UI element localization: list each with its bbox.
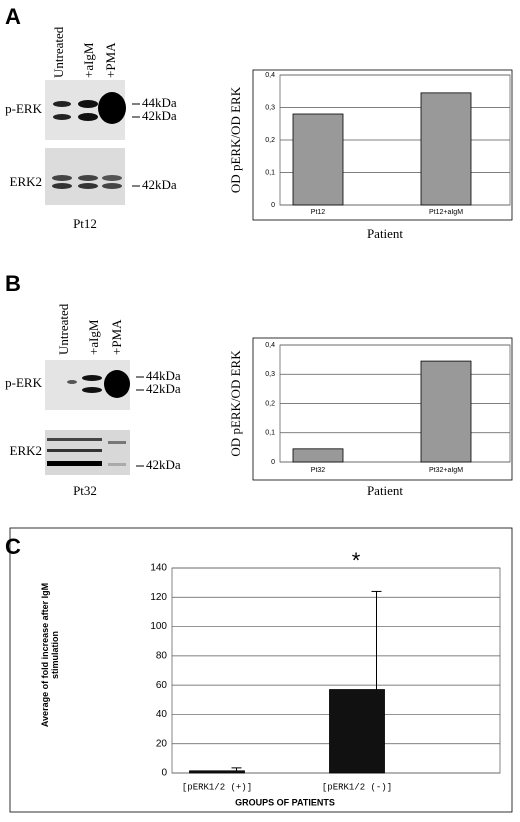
bar (420, 92, 472, 206)
band (104, 370, 130, 398)
marker-label: 44kDa (142, 95, 177, 110)
blot-b (45, 360, 130, 475)
band (52, 175, 72, 181)
band (47, 438, 102, 441)
x-tick-label: Pt12 (311, 209, 326, 216)
bar (189, 770, 245, 774)
x-tick-label: [pERK1/2 (+)] (182, 782, 252, 792)
band (53, 101, 71, 107)
blot-caption: Pt12 (73, 216, 97, 231)
band (82, 375, 102, 381)
x-tick-label: Pt32+aIgM (429, 467, 463, 474)
band (67, 380, 77, 384)
band (108, 441, 126, 444)
bar (420, 360, 472, 463)
band (102, 175, 122, 181)
bar (329, 689, 385, 774)
y-tick-label: 140 (150, 563, 167, 574)
x-tick-label: Pt32 (311, 467, 326, 474)
y-tick-label: 100 (150, 621, 167, 632)
band (78, 113, 98, 121)
lane-label: Untreated (51, 26, 66, 78)
y-tick-label: 0,4 (265, 72, 275, 79)
y-tick-label: 20 (156, 738, 168, 749)
chart: 0 20 40 60 80 100 120 140 [pERK1/2 (+)] [pERK1/2 … (9, 527, 513, 813)
band (52, 183, 72, 189)
y-tick-label: 120 (150, 592, 167, 603)
x-axis-title: Patient (367, 483, 403, 498)
band (78, 100, 98, 108)
annotation: * (352, 548, 361, 573)
bar (292, 448, 344, 463)
y-axis-title: Average of fold increase after IgM stimu… (40, 582, 60, 728)
row-label: p-ERK (5, 101, 42, 116)
y-tick-label: 0 (161, 768, 167, 779)
band (78, 175, 98, 181)
y-axis-title: OD pERK/OD ERK (228, 350, 243, 457)
x-axis-title: GROUPS OF PATIENTS (235, 797, 335, 807)
y-tick-label: 0 (271, 202, 275, 209)
x-axis-title: Patient (367, 226, 403, 241)
lane-label: +aIgM (86, 319, 101, 355)
y-tick-label: 0,2 (265, 400, 275, 407)
x-tick-label: [pERK1/2 (-)] (322, 782, 392, 792)
band (102, 183, 122, 189)
band (82, 387, 102, 393)
band (98, 92, 126, 124)
marker-label: 42kDa (142, 177, 177, 192)
blot-caption: Pt32 (73, 483, 97, 498)
band (78, 183, 98, 189)
row-label: p-ERK (5, 375, 42, 390)
band (47, 461, 102, 466)
x-tick-label: Pt12+aIgM (429, 209, 463, 216)
y-tick-label: 0,1 (265, 169, 275, 176)
plot-area (279, 74, 511, 206)
band (53, 114, 71, 120)
chart: 0 0,1 0,2 0,3 0,4 Pt12 Pt12+aIgM Patient OD pERK… (228, 69, 513, 241)
band (108, 463, 126, 466)
y-tick-label: 0,4 (265, 342, 275, 349)
bar (292, 113, 344, 206)
lane-label: +PMA (109, 319, 124, 355)
marker-label: 42kDa (146, 381, 181, 396)
panel-label: B (5, 271, 21, 296)
y-tick-label: 40 (156, 709, 168, 720)
y-tick-label: 0,1 (265, 430, 275, 437)
marker-label: 44kDa (146, 368, 181, 383)
y-tick-label: 0,3 (265, 371, 275, 378)
band (47, 449, 102, 452)
chart-frame (252, 69, 513, 221)
y-tick-label: 0,3 (265, 104, 275, 111)
row-label: ERK2 (10, 443, 43, 458)
plot-area (279, 344, 511, 463)
marker-label: 42kDa (142, 108, 177, 123)
lane-label: +aIgM (81, 42, 96, 78)
blot-a (45, 80, 126, 205)
row-label: ERK2 (10, 174, 43, 189)
chart: 0 0,1 0,2 0,3 0,4 Pt32 Pt32+aIgM Patient OD pERK… (228, 337, 513, 498)
chart-frame (9, 527, 513, 813)
y-tick-label: 60 (156, 680, 168, 691)
y-tick-label: 0 (271, 459, 275, 466)
y-axis-title: OD pERK/OD ERK (228, 86, 243, 193)
y-tick-label: 0,2 (265, 137, 275, 144)
lane-label: +PMA (103, 42, 118, 78)
marker-label: 42kDa (146, 457, 181, 472)
lane-label: Untreated (56, 303, 71, 355)
panel-label: A (5, 4, 21, 29)
panel-label: C (5, 534, 21, 559)
chart-frame (252, 337, 513, 481)
y-tick-label: 80 (156, 650, 168, 661)
blot-image (45, 430, 130, 475)
